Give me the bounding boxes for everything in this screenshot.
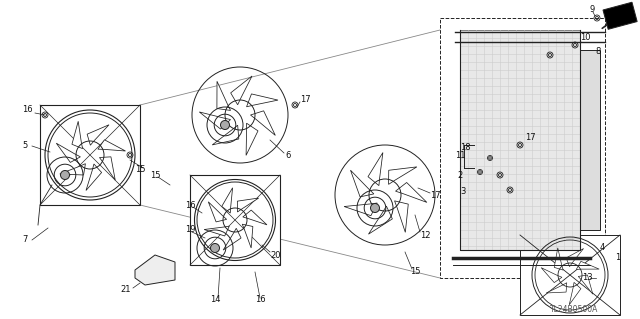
Polygon shape [221, 188, 232, 213]
Polygon shape [199, 112, 230, 129]
Polygon shape [237, 198, 259, 212]
Polygon shape [394, 201, 408, 232]
Polygon shape [99, 157, 115, 180]
Bar [603, 2, 637, 29]
Text: 5: 5 [22, 140, 28, 150]
Polygon shape [554, 248, 563, 270]
Circle shape [371, 204, 380, 212]
Text: 20: 20 [270, 250, 280, 259]
Circle shape [61, 170, 70, 180]
Polygon shape [388, 167, 417, 184]
Text: 16: 16 [255, 295, 266, 305]
Text: 12: 12 [420, 231, 431, 240]
Text: 10: 10 [580, 33, 591, 42]
Bar [440, 18, 605, 278]
Polygon shape [579, 275, 593, 294]
Polygon shape [351, 170, 374, 197]
Polygon shape [230, 76, 252, 105]
Text: 17: 17 [525, 133, 536, 143]
Polygon shape [208, 202, 227, 222]
Polygon shape [212, 125, 239, 145]
Circle shape [211, 243, 220, 253]
Text: 6: 6 [285, 151, 291, 160]
Polygon shape [369, 206, 392, 234]
Polygon shape [243, 210, 267, 225]
Polygon shape [56, 143, 81, 162]
Text: 9: 9 [590, 5, 595, 14]
Polygon shape [541, 268, 562, 283]
Circle shape [221, 121, 230, 130]
Text: 8: 8 [595, 48, 600, 56]
Text: 16: 16 [22, 106, 33, 115]
Text: 3: 3 [460, 188, 465, 197]
Polygon shape [547, 283, 567, 293]
Polygon shape [60, 164, 85, 175]
Text: 11: 11 [455, 151, 465, 160]
Text: 15: 15 [135, 166, 145, 174]
Bar [190, 175, 280, 265]
Polygon shape [569, 282, 581, 305]
Bar [580, 50, 600, 230]
Polygon shape [135, 255, 175, 285]
Polygon shape [368, 152, 383, 186]
Polygon shape [576, 261, 599, 270]
Polygon shape [204, 226, 229, 236]
Polygon shape [344, 203, 377, 216]
Text: 18: 18 [460, 144, 470, 152]
Bar [460, 30, 580, 250]
Polygon shape [98, 140, 125, 151]
Polygon shape [396, 182, 427, 202]
Polygon shape [566, 249, 584, 267]
Polygon shape [86, 164, 102, 190]
Text: 1: 1 [615, 254, 620, 263]
Text: FR.: FR. [612, 18, 628, 26]
Text: 21: 21 [120, 286, 131, 294]
Text: 17: 17 [430, 190, 440, 199]
Polygon shape [217, 81, 230, 110]
Polygon shape [250, 111, 275, 135]
Text: 4: 4 [600, 243, 605, 253]
Polygon shape [243, 224, 253, 248]
Polygon shape [246, 94, 278, 107]
Bar [520, 235, 620, 315]
Text: 19: 19 [185, 226, 195, 234]
Polygon shape [72, 121, 83, 149]
Text: 15: 15 [150, 170, 161, 180]
Text: 14: 14 [210, 295, 221, 305]
Text: 13: 13 [582, 273, 593, 283]
Text: 2: 2 [457, 170, 462, 180]
Polygon shape [87, 125, 109, 145]
Bar [40, 105, 140, 205]
Polygon shape [246, 123, 258, 155]
Text: 16: 16 [185, 201, 196, 210]
Polygon shape [223, 228, 241, 250]
Text: 7: 7 [22, 235, 28, 244]
Text: TL24B0500A: TL24B0500A [550, 306, 598, 315]
Text: 17: 17 [300, 95, 310, 105]
Text: 15: 15 [410, 268, 420, 277]
